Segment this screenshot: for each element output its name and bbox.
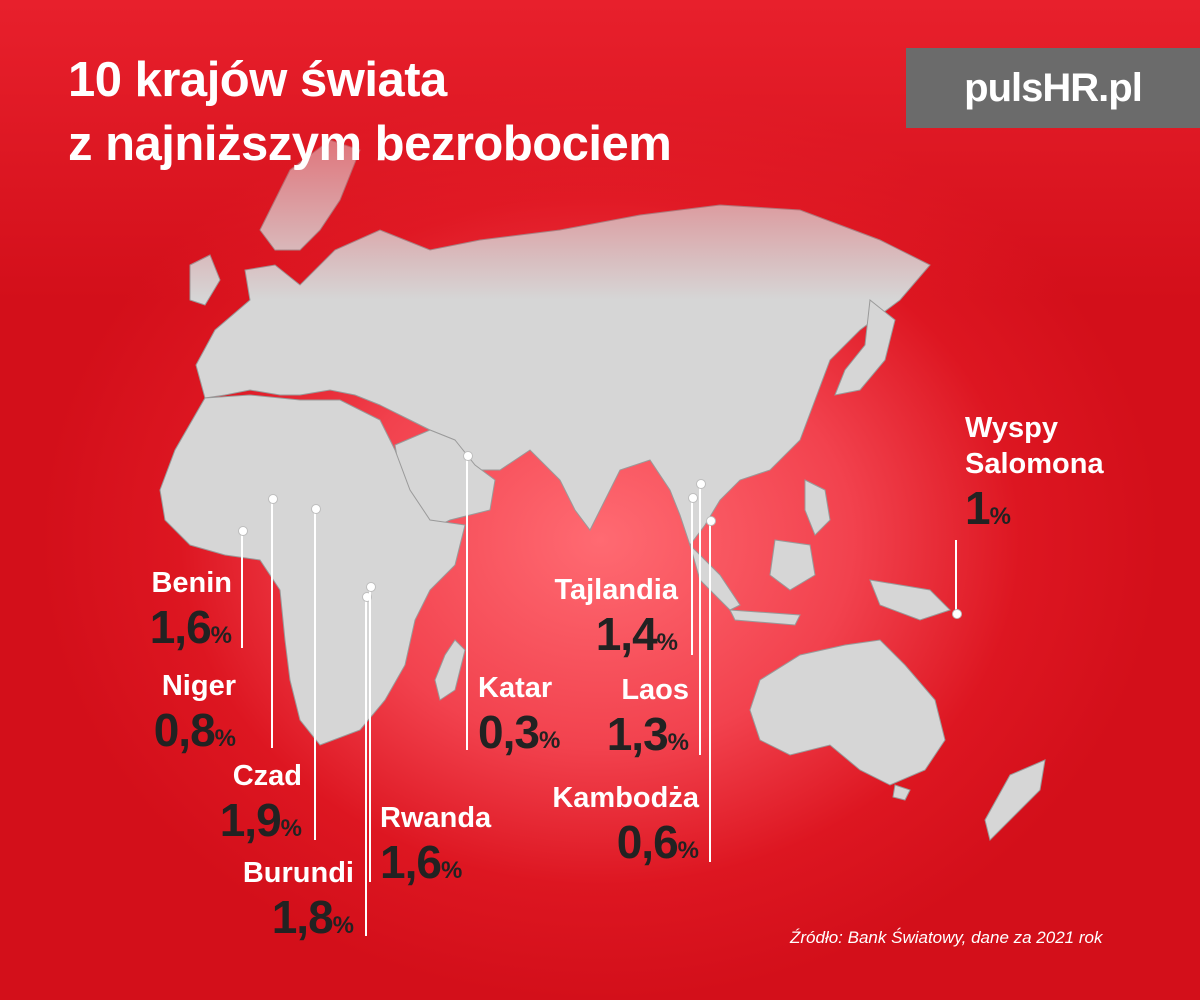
country-name: Katar [478,672,553,704]
niger-dot [268,494,278,504]
title-line-2: z najniższym bezrobociem [68,117,672,171]
country-name: Niger [161,670,236,702]
rwanda-leader [369,586,371,882]
country-value: 1,6% [380,836,463,888]
benin-leader [241,530,243,648]
salomona-leader [955,540,957,613]
niger-leader [271,498,273,748]
laos-leader [699,483,701,755]
title-line-1: 10 krajów świata [68,53,447,107]
madagascar [434,639,466,701]
label-kambodza: Kambodża 0,6% [552,780,699,877]
kambodza-leader [709,520,711,862]
label-niger: Niger 0,8% [154,668,236,765]
africa-landmass [159,394,466,746]
tajlandia-dot [688,493,698,503]
label-benin: Benin 1,6% [150,565,232,662]
java [729,609,801,626]
tasmania [892,784,911,801]
country-value: 0,6% [616,816,699,868]
country-value: 0,3% [478,706,561,758]
burundi-dot [362,592,372,602]
country-name-line-2: Salomona [965,448,1104,480]
rwanda-dot [366,582,376,592]
burundi-leader [365,596,367,936]
country-value: 1,9% [219,794,302,846]
country-value: 0,8% [153,704,236,756]
borneo [769,539,816,591]
label-tajlandia: Tajlandia 1,4% [554,572,678,669]
new-guinea [869,579,951,621]
czad-dot [311,504,321,514]
country-name: Rwanda [380,802,492,834]
country-name: Czad [232,760,302,792]
tajlandia-leader [691,497,693,655]
pulshr-logo[interactable]: pulsHR.pl [906,48,1200,128]
page-title: 10 krajów świata z najniższym bezrobocie… [68,48,672,176]
label-wyspy-salomona: Wyspy Salomona 1% [965,410,1104,543]
sumatra [688,543,741,611]
label-rwanda: Rwanda 1,6% [380,800,491,897]
country-name: Benin [151,567,232,599]
katar-dot [463,451,473,461]
country-value: 1% [965,482,1011,534]
country-value: 1,8% [271,891,354,943]
australia [749,639,946,786]
country-name: Tajlandia [554,574,678,606]
laos-dot [696,479,706,489]
salomona-dot [952,609,962,619]
philippines [804,479,831,536]
country-value: 1,4% [595,608,678,660]
label-katar: Katar 0,3% [478,670,560,767]
benin-dot [238,526,248,536]
country-name: Burundi [242,857,354,889]
label-laos: Laos 1,3% [607,672,689,769]
label-burundi: Burundi 1,8% [243,855,354,952]
country-value: 1,3% [606,708,689,760]
katar-leader [466,455,468,750]
czad-leader [314,508,316,840]
country-name: Laos [621,674,689,706]
japan [834,299,896,396]
kambodza-dot [706,516,716,526]
country-name: Wyspy [965,412,1058,444]
new-zealand [984,759,1046,841]
country-value: 1,6% [149,601,232,653]
label-czad: Czad 1,9% [220,758,302,855]
country-name: Kambodża [552,782,699,814]
source-note: Źródło: Bank Światowy, dane za 2021 rok [790,928,1103,947]
